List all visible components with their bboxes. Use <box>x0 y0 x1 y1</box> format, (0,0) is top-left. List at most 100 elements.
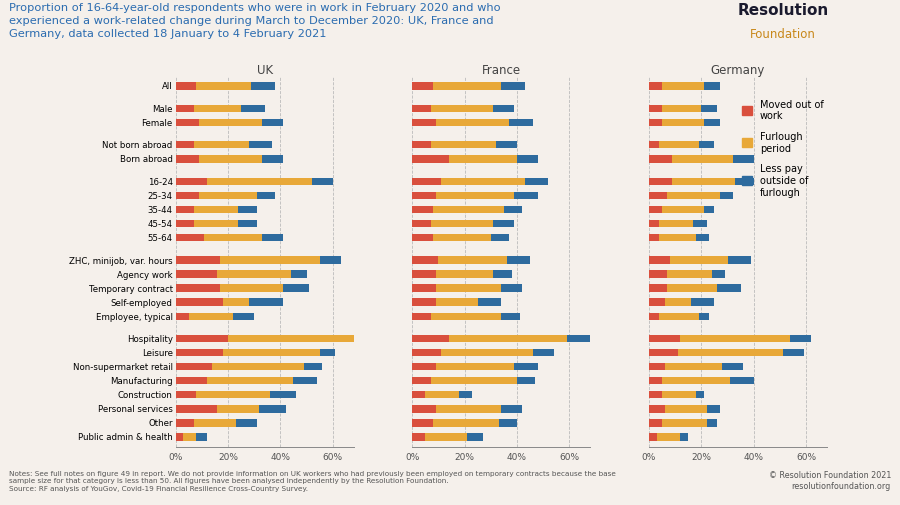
Bar <box>717 285 741 292</box>
Bar <box>194 420 236 427</box>
Bar <box>501 313 519 320</box>
Bar <box>176 364 212 371</box>
Bar <box>649 349 678 357</box>
Bar <box>649 220 660 228</box>
Text: Resolution: Resolution <box>737 3 829 18</box>
Bar <box>649 120 662 127</box>
Title: France: France <box>482 64 521 77</box>
Bar <box>412 313 430 320</box>
Bar <box>176 420 194 427</box>
Bar <box>649 192 667 199</box>
Bar <box>412 377 430 385</box>
Bar <box>433 420 499 427</box>
Text: © Resolution Foundation 2021
resolutionfoundation.org: © Resolution Foundation 2021 resolutionf… <box>769 470 891 490</box>
Bar <box>496 142 517 149</box>
Bar <box>649 83 662 90</box>
Bar <box>293 377 317 385</box>
Bar <box>412 234 433 242</box>
Bar <box>698 142 715 149</box>
Bar <box>649 391 662 399</box>
Bar <box>436 406 501 413</box>
Bar <box>412 120 436 127</box>
Bar <box>249 299 283 306</box>
Bar <box>412 349 441 357</box>
Bar <box>733 156 753 163</box>
Bar <box>412 391 426 399</box>
Bar <box>667 192 720 199</box>
Bar <box>176 234 204 242</box>
Bar <box>649 299 664 306</box>
Bar <box>176 220 194 228</box>
Bar <box>649 178 672 186</box>
Bar <box>176 271 218 278</box>
Bar <box>184 433 196 441</box>
Bar <box>501 406 522 413</box>
Bar <box>412 433 426 441</box>
Bar <box>262 234 283 242</box>
Bar <box>176 349 222 357</box>
Bar <box>238 220 256 228</box>
Bar <box>649 257 670 264</box>
Bar <box>249 142 273 149</box>
Bar <box>204 234 262 242</box>
Bar <box>649 207 662 214</box>
Bar <box>412 178 441 186</box>
Bar <box>667 285 717 292</box>
Bar <box>291 271 307 278</box>
Bar <box>657 433 680 441</box>
Bar <box>430 377 517 385</box>
Bar <box>222 349 320 357</box>
Bar <box>241 106 265 113</box>
Bar <box>441 349 533 357</box>
Bar <box>438 257 507 264</box>
Bar <box>730 377 753 385</box>
Bar <box>176 406 218 413</box>
Bar <box>320 349 336 357</box>
Bar <box>412 83 433 90</box>
Bar <box>672 156 733 163</box>
Bar <box>706 420 717 427</box>
Bar <box>660 220 694 228</box>
Bar <box>176 299 222 306</box>
Bar <box>436 120 509 127</box>
Bar <box>478 299 501 306</box>
Bar <box>649 420 662 427</box>
Bar <box>449 156 517 163</box>
Bar <box>412 257 438 264</box>
Bar <box>283 285 310 292</box>
Bar <box>691 299 715 306</box>
Bar <box>701 106 717 113</box>
Bar <box>412 406 436 413</box>
Bar <box>194 106 241 113</box>
Bar <box>436 271 493 278</box>
Bar <box>790 335 812 342</box>
Bar <box>517 156 538 163</box>
Bar <box>467 433 483 441</box>
Bar <box>704 120 720 127</box>
Bar <box>176 120 199 127</box>
Bar <box>507 257 530 264</box>
Bar <box>176 142 194 149</box>
Text: Foundation: Foundation <box>750 28 816 41</box>
Bar <box>412 271 436 278</box>
Bar <box>176 377 207 385</box>
Bar <box>680 433 688 441</box>
Bar <box>664 364 723 371</box>
Legend: Moved out of
work, Furlough
period, Less pay
outside of
furlough: Moved out of work, Furlough period, Less… <box>738 96 827 201</box>
Bar <box>441 178 525 186</box>
Bar <box>218 271 291 278</box>
Bar <box>433 83 501 90</box>
Bar <box>426 433 467 441</box>
Bar <box>501 83 525 90</box>
Bar <box>672 178 735 186</box>
Bar <box>199 156 262 163</box>
Bar <box>220 285 283 292</box>
Bar <box>412 207 433 214</box>
Bar <box>696 391 704 399</box>
Bar <box>696 234 709 242</box>
Bar <box>509 120 533 127</box>
Bar <box>412 142 430 149</box>
Bar <box>430 313 501 320</box>
Bar <box>176 83 196 90</box>
Bar <box>194 220 238 228</box>
